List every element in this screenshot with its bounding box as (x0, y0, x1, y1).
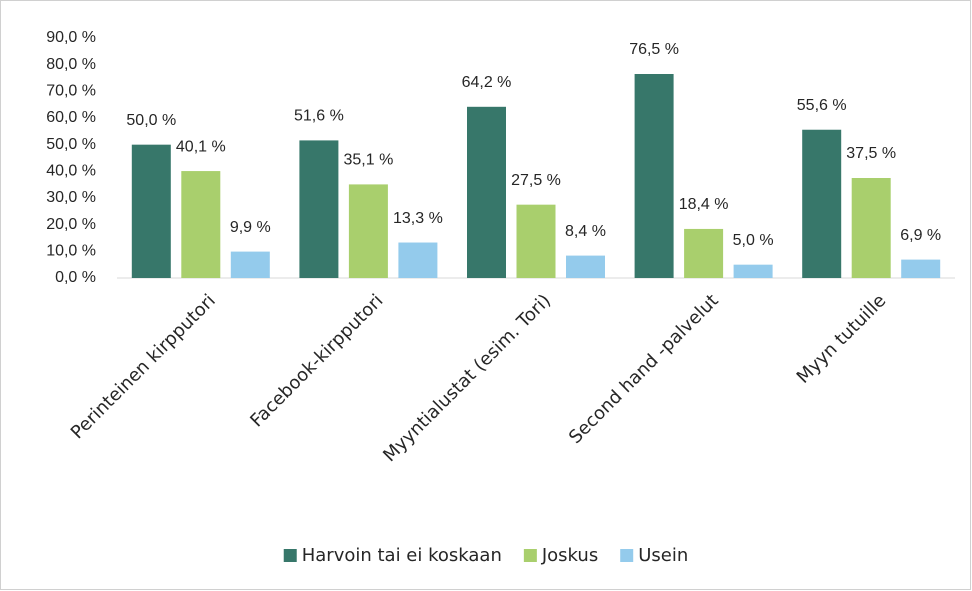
data-label: 13,3 % (393, 210, 443, 227)
y-tick-label: 90,0 % (46, 29, 96, 46)
y-tick-label: 20,0 % (46, 216, 96, 233)
y-tick-label: 80,0 % (46, 56, 96, 73)
data-label: 9,9 % (230, 219, 271, 236)
legend-swatch (620, 549, 634, 562)
data-label: 27,5 % (511, 172, 561, 189)
bar (851, 178, 891, 278)
bar (684, 228, 724, 278)
bar (467, 106, 506, 278)
data-label: 51,6 % (294, 108, 344, 125)
data-label: 6,9 % (900, 227, 941, 244)
legend-label: Harvoin tai ei koskaan (302, 545, 502, 566)
data-label: 18,4 % (679, 196, 729, 213)
data-label: 8,4 % (565, 223, 606, 240)
y-tick-label: 60,0 % (46, 109, 96, 126)
bar (348, 184, 388, 278)
data-label: 5,0 % (733, 232, 774, 249)
data-label: 76,5 % (629, 41, 679, 58)
bar (802, 129, 842, 278)
bar (901, 259, 941, 278)
data-label: 37,5 % (846, 145, 896, 162)
bar (566, 255, 605, 278)
bar (230, 251, 270, 278)
y-tick-label: 70,0 % (46, 83, 96, 100)
y-tick-label: 10,0 % (46, 243, 96, 260)
bar (131, 144, 171, 278)
data-label: 50,0 % (126, 112, 176, 129)
legend-swatch (523, 549, 537, 562)
bar (181, 171, 221, 278)
y-tick-label: 0,0 % (55, 269, 96, 286)
legend-swatch (283, 549, 297, 562)
data-label: 64,2 % (462, 74, 512, 91)
y-tick-label: 40,0 % (46, 163, 96, 180)
legend-label: Usein (638, 545, 688, 566)
bar (398, 242, 438, 278)
y-tick-label: 50,0 % (46, 136, 96, 153)
legend-label: Joskus (541, 545, 598, 566)
data-label: 35,1 % (343, 152, 393, 169)
data-label: 40,1 % (176, 138, 226, 155)
bar (516, 204, 556, 278)
bar (299, 140, 339, 278)
data-label: 55,6 % (797, 97, 847, 114)
y-tick-label: 30,0 % (46, 189, 96, 206)
bar (634, 74, 674, 278)
bar (733, 264, 773, 278)
